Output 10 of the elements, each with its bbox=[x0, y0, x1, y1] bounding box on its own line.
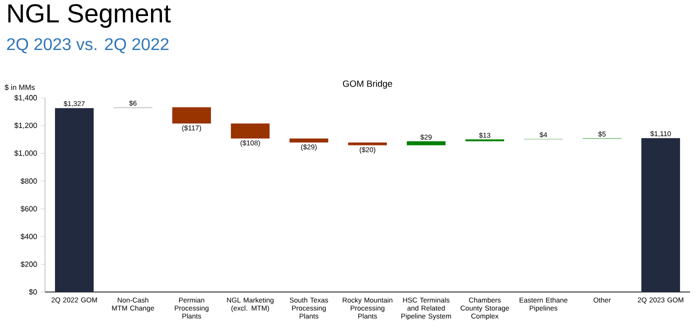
bar bbox=[348, 142, 387, 146]
bar bbox=[641, 138, 680, 292]
bar bbox=[230, 123, 270, 138]
bar bbox=[54, 108, 94, 292]
chart-title: NGL Segment bbox=[8, 4, 171, 28]
bar bbox=[172, 107, 211, 124]
bar bbox=[406, 141, 446, 146]
text: GOM Bridge bbox=[342, 80, 392, 89]
chart-subtitle: 2Q 2023 vs. 2Q 2022 bbox=[7, 38, 168, 54]
bar bbox=[290, 138, 328, 142]
